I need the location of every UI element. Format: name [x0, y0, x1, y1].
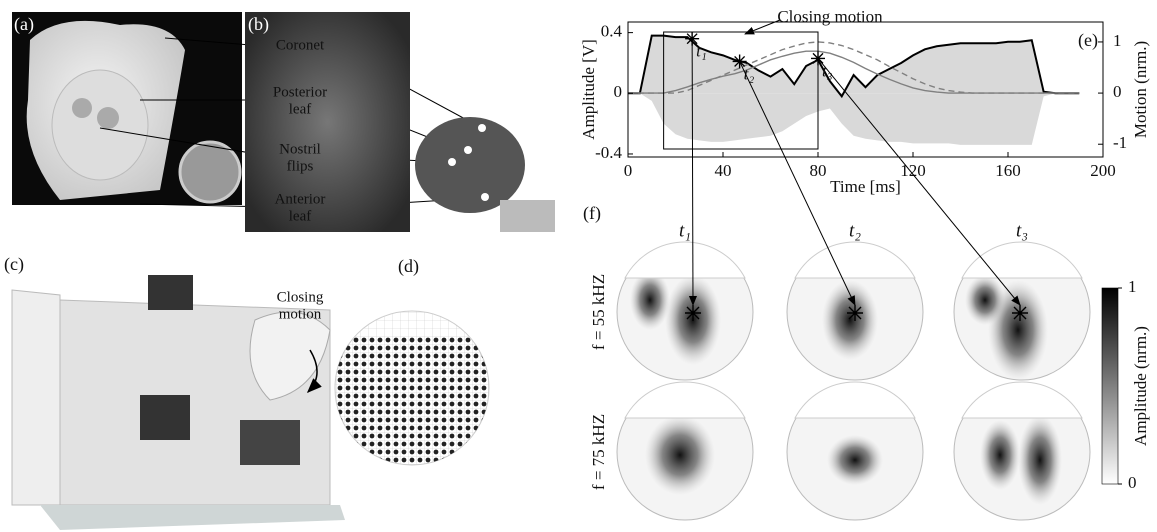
callout: Nostril: [279, 141, 321, 157]
target-star: [685, 305, 701, 321]
target-star: [847, 305, 863, 321]
figure: (a) (b) (c) (d) (e) (f) Coronet Posterior…: [0, 0, 1157, 532]
panel-label: (d): [398, 256, 419, 277]
x-tick-label: 0: [624, 161, 633, 180]
y2-tick-label: 0: [1113, 82, 1122, 101]
x-tick-label: 160: [995, 161, 1021, 180]
x-tick-label: 40: [715, 161, 732, 180]
callout: leaf: [289, 208, 311, 224]
column-label: t₂: [849, 220, 861, 241]
x-axis-label: Time [ms]: [830, 177, 901, 196]
callout: Anterior: [275, 191, 326, 207]
panel-label: (b): [248, 14, 269, 35]
x-tick-label: 80: [810, 161, 827, 180]
colorbar-tick-label: 1: [1128, 277, 1137, 296]
annotation: Closing motion: [777, 7, 883, 26]
y-axis-label: Amplitude [V]: [579, 39, 598, 140]
callout: leaf: [289, 101, 311, 117]
y-tick-label: -0.4: [595, 143, 622, 162]
y-tick-label: 0: [614, 82, 623, 101]
y2-tick-label: -1: [1113, 133, 1127, 152]
callout: Coronet: [276, 37, 325, 53]
x-tick-label: 200: [1090, 161, 1116, 180]
row-label: f = 75 kHZ: [589, 414, 608, 490]
column-label: t₁: [679, 220, 691, 241]
sphere-d: [335, 311, 489, 465]
panel-label: (c): [4, 254, 24, 275]
y2-axis-label: Motion (nrm.): [1131, 41, 1150, 138]
row-label: f = 55 kHZ: [589, 274, 608, 350]
y2-tick-label: 1: [1113, 31, 1122, 50]
callout: motion: [279, 306, 322, 322]
panel-label: (f): [583, 203, 601, 224]
panel-label: (a): [14, 14, 34, 35]
callout: Posterior: [273, 84, 327, 100]
heatmaps: [617, 242, 1118, 520]
panel-label: (e): [1078, 30, 1098, 51]
target-star: [1012, 305, 1028, 321]
callout: flips: [287, 158, 314, 174]
callout: Closing: [277, 289, 324, 305]
column-label: t₃: [1016, 220, 1028, 241]
photo-a: [12, 12, 242, 205]
y-tick-label: 0.4: [601, 22, 623, 41]
area: [628, 93, 1079, 145]
marker-label: t₃: [822, 61, 833, 80]
colorbar-tick-label: 0: [1128, 473, 1137, 492]
marker-label: t₁: [696, 42, 707, 61]
colorbar-label: Amplitude (nrm.): [1131, 326, 1150, 446]
